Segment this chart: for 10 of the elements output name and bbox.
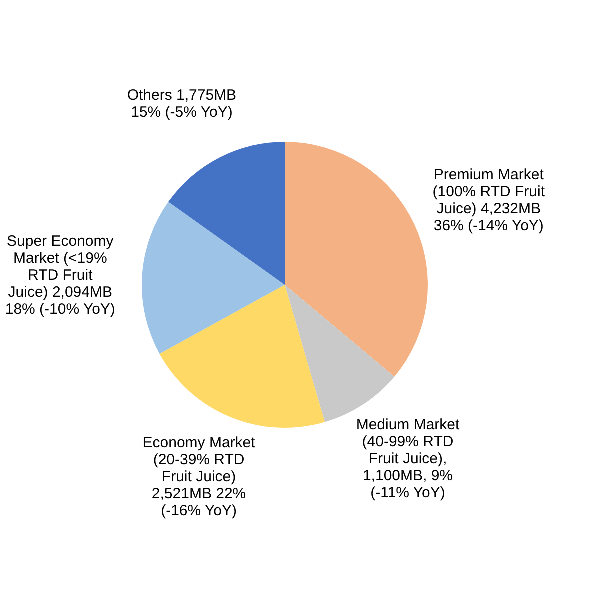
slice-label: Medium Market (40-99% RTD Fruit Juice), 1,100MB, 9% (-11% YoY) <box>356 416 461 502</box>
pie-slice <box>285 142 428 377</box>
pie-slice <box>168 142 285 285</box>
slice-label: Economy Market (20-39% RTD Fruit Juice) <box>142 434 256 486</box>
slice-label: Premium Market (100% RTD Fruit Juice) 4,232MB 36% (-14% YoY) <box>432 166 546 234</box>
data-label: 2,521MB 22% (-16% YoY) <box>152 485 246 520</box>
pie-slice <box>160 285 326 428</box>
slice-label: Others 1,775MB 15% (-5% YoY) <box>127 86 237 121</box>
pie-slice <box>142 202 285 354</box>
slice-label: Super Economy Market (<19% RTD Fruit Juice) 2,094MB 18% (-10% YoY) <box>5 233 116 318</box>
